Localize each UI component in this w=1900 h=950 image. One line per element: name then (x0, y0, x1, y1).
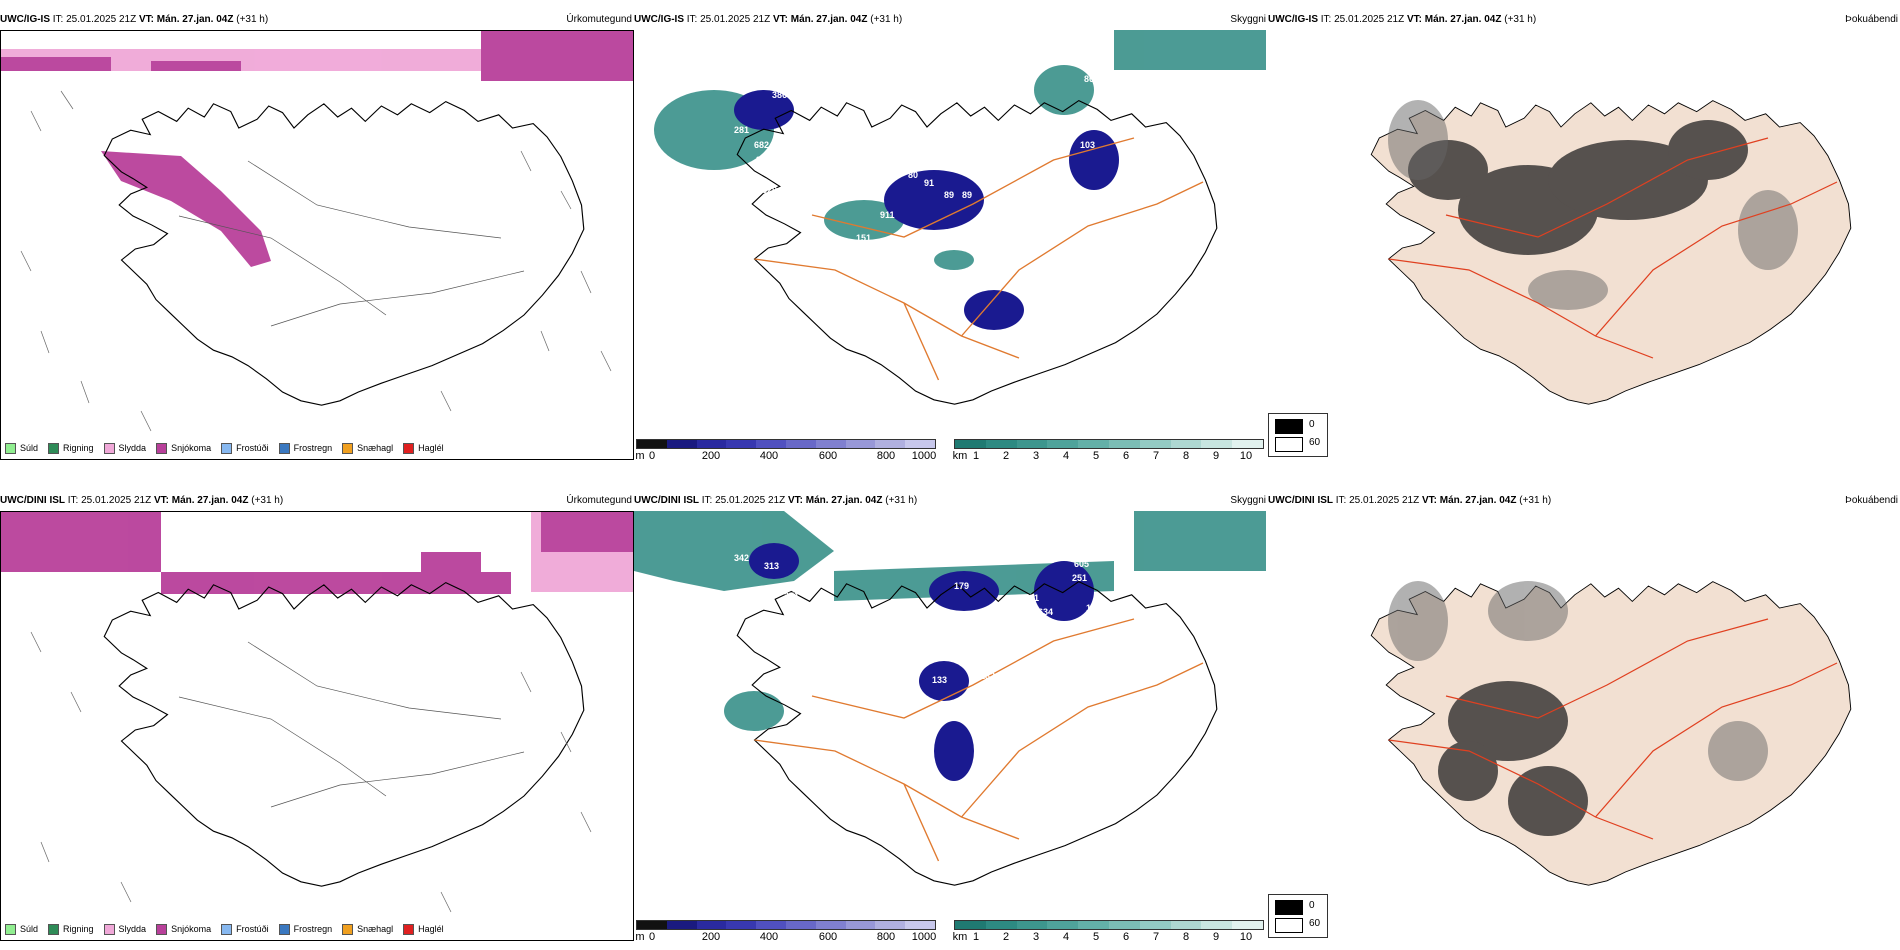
precip-panel-top: UWC/IG-IS IT: 25.01.2025 21Z VT: Mán. 27… (0, 13, 634, 463)
run-info-header: UWC/DINI ISL IT: 25.01.2025 21Z VT: Mán.… (634, 495, 918, 506)
wind-barbs (20, 90, 612, 432)
fog-panel-bottom: UWC/DINI ISL IT: 25.01.2025 21Z VT: Mán.… (1268, 494, 1900, 944)
panel-title: Þokuábendi (1845, 14, 1898, 25)
visibility-colorbar: km 1 2 3 4 5 6 7 8 9 10 (953, 439, 1264, 463)
height-colorbar: m 0 200 400 600 800 1000 (635, 439, 936, 463)
fog-legend: 0 60 (1268, 894, 1328, 938)
visibility-panel-bottom: UWC/DINI ISL IT: 25.01.2025 21Z VT: Mán.… (634, 494, 1268, 944)
height-colorbar: m 0 200 400 600 800 1000 (635, 920, 936, 944)
wind-barbs (30, 631, 592, 913)
panel-title: Þokuábendi (1845, 495, 1898, 506)
visibility-map: 376 386 281 682 985 682 482 329 168 911 … (634, 30, 1266, 440)
fog-map (1268, 30, 1898, 440)
visibility-panel-top: UWC/IG-IS IT: 25.01.2025 21Z VT: Mán. 27… (634, 13, 1268, 463)
precip-panel-bottom: UWC/DINI ISL IT: 25.01.2025 21Z VT: Mán.… (0, 494, 634, 944)
precip-map: Súld Rigning Slydda Snjókoma Frostúði Fr… (0, 511, 634, 941)
panel-title: Skyggni (1230, 495, 1266, 506)
visibility-colorbar: km 1 2 3 4 5 6 7 8 9 10 (953, 920, 1264, 944)
precip-legend: Súld Rigning Slydda Snjókoma Frostúði Fr… (5, 922, 444, 936)
panel-title: Úrkomutegund (566, 14, 632, 25)
run-info-header: UWC/IG-IS IT: 25.01.2025 21Z VT: Mán. 27… (0, 14, 269, 25)
precip-legend: Súld Rigning Slydda Snjókoma Frostúði Fr… (5, 441, 444, 455)
visibility-map: 342 313 271 179 181 605 251 634 106 238 … (634, 511, 1266, 921)
precip-map: Súld Rigning Slydda Snjókoma Frostúði Fr… (0, 30, 634, 460)
run-info-header: UWC/IG-IS IT: 25.01.2025 21Z VT: Mán. 27… (1268, 14, 1537, 25)
panel-title: Skyggni (1230, 14, 1266, 25)
fog-legend: 0 60 (1268, 413, 1328, 457)
fog-map (1268, 511, 1898, 921)
fog-panel-top: UWC/IG-IS IT: 25.01.2025 21Z VT: Mán. 27… (1268, 13, 1900, 463)
run-info-header: UWC/DINI ISL IT: 25.01.2025 21Z VT: Mán.… (0, 495, 284, 506)
run-info-header: UWC/IG-IS IT: 25.01.2025 21Z VT: Mán. 27… (634, 14, 903, 25)
panel-title: Úrkomutegund (566, 495, 632, 506)
run-info-header: UWC/DINI ISL IT: 25.01.2025 21Z VT: Mán.… (1268, 495, 1552, 506)
